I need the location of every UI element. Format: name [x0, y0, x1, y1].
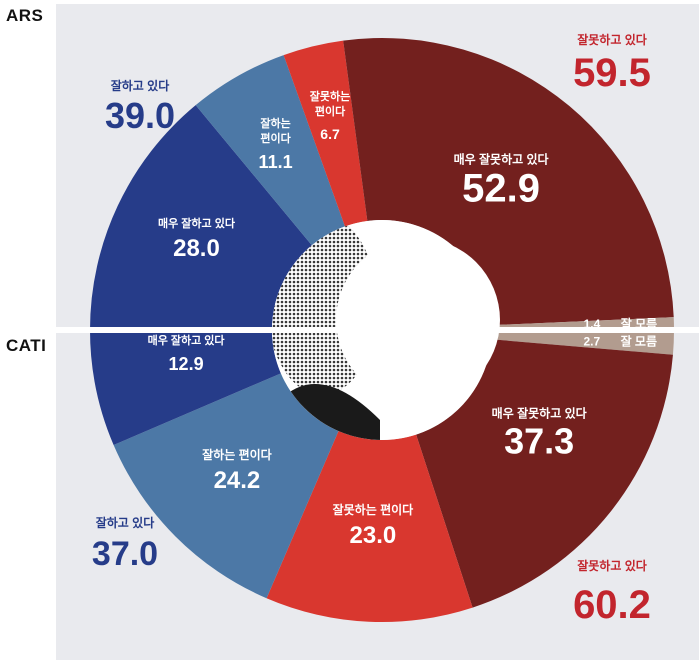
ars-label-3-1: 편이다 — [260, 131, 291, 145]
ars-value-2: 28.0 — [173, 235, 220, 262]
cati-slice-0 — [491, 330, 674, 355]
cati-label-dontknow: 잘 모름 — [621, 333, 657, 348]
cati-total-value-bad: 60.2 — [573, 583, 651, 627]
cati-slice-2 — [266, 431, 473, 623]
ars-label-0-0: 매우 잘못하고 있다 — [454, 152, 549, 167]
cati-label-1-0: 매우 잘못하고 있다 — [492, 406, 587, 421]
half-divider — [0, 327, 699, 333]
ars-value-3: 11.1 — [259, 152, 293, 172]
cati-total-label-good: 잘하고 있다 — [96, 515, 155, 530]
cati-slice-4 — [90, 330, 281, 446]
cati-value-1: 37.3 — [504, 420, 574, 461]
ars-slice-1 — [491, 317, 674, 330]
ars-label-4-0: 잘못하는 — [310, 89, 350, 103]
cati-slice-3 — [113, 373, 339, 599]
ars-slice-0 — [343, 38, 674, 326]
ars-label-4-1: 편이다 — [315, 104, 346, 118]
cati-value-4: 12.9 — [169, 354, 204, 374]
ars-slice-3 — [195, 55, 345, 246]
ars-label-2-0: 매우 잘하고 있다 — [158, 216, 236, 230]
cati-value-2: 23.0 — [350, 522, 397, 549]
cati-label-3-0: 잘하는 편이다 — [202, 447, 272, 462]
cati-slice-1 — [416, 339, 673, 608]
ars-total-label-good: 잘하고 있다 — [111, 78, 170, 93]
cati-value-dontknow: 2.7 — [583, 334, 600, 348]
ars-slice-2 — [90, 105, 312, 330]
ars-label-3-0: 잘하는 — [260, 116, 290, 130]
ars-total-value-good: 39.0 — [105, 95, 175, 136]
ars-value-4: 6.7 — [320, 126, 340, 142]
cati-label: CATI — [6, 336, 47, 355]
cati-total-label-bad: 잘못하고 있다 — [577, 558, 647, 573]
ars-total-label-bad: 잘못하고 있다 — [577, 32, 647, 47]
cati-label-4-0: 매우 잘하고 있다 — [148, 333, 226, 347]
cati-total-value-good: 37.0 — [92, 535, 158, 573]
ars-slice-4 — [283, 40, 368, 227]
ars-total-value-bad: 59.5 — [573, 51, 651, 95]
cati-value-3: 24.2 — [214, 467, 261, 494]
cati-label-2-0: 잘못하는 편이다 — [333, 502, 414, 517]
ars-label: ARS — [6, 6, 44, 25]
ars-value-0: 52.9 — [462, 167, 540, 211]
